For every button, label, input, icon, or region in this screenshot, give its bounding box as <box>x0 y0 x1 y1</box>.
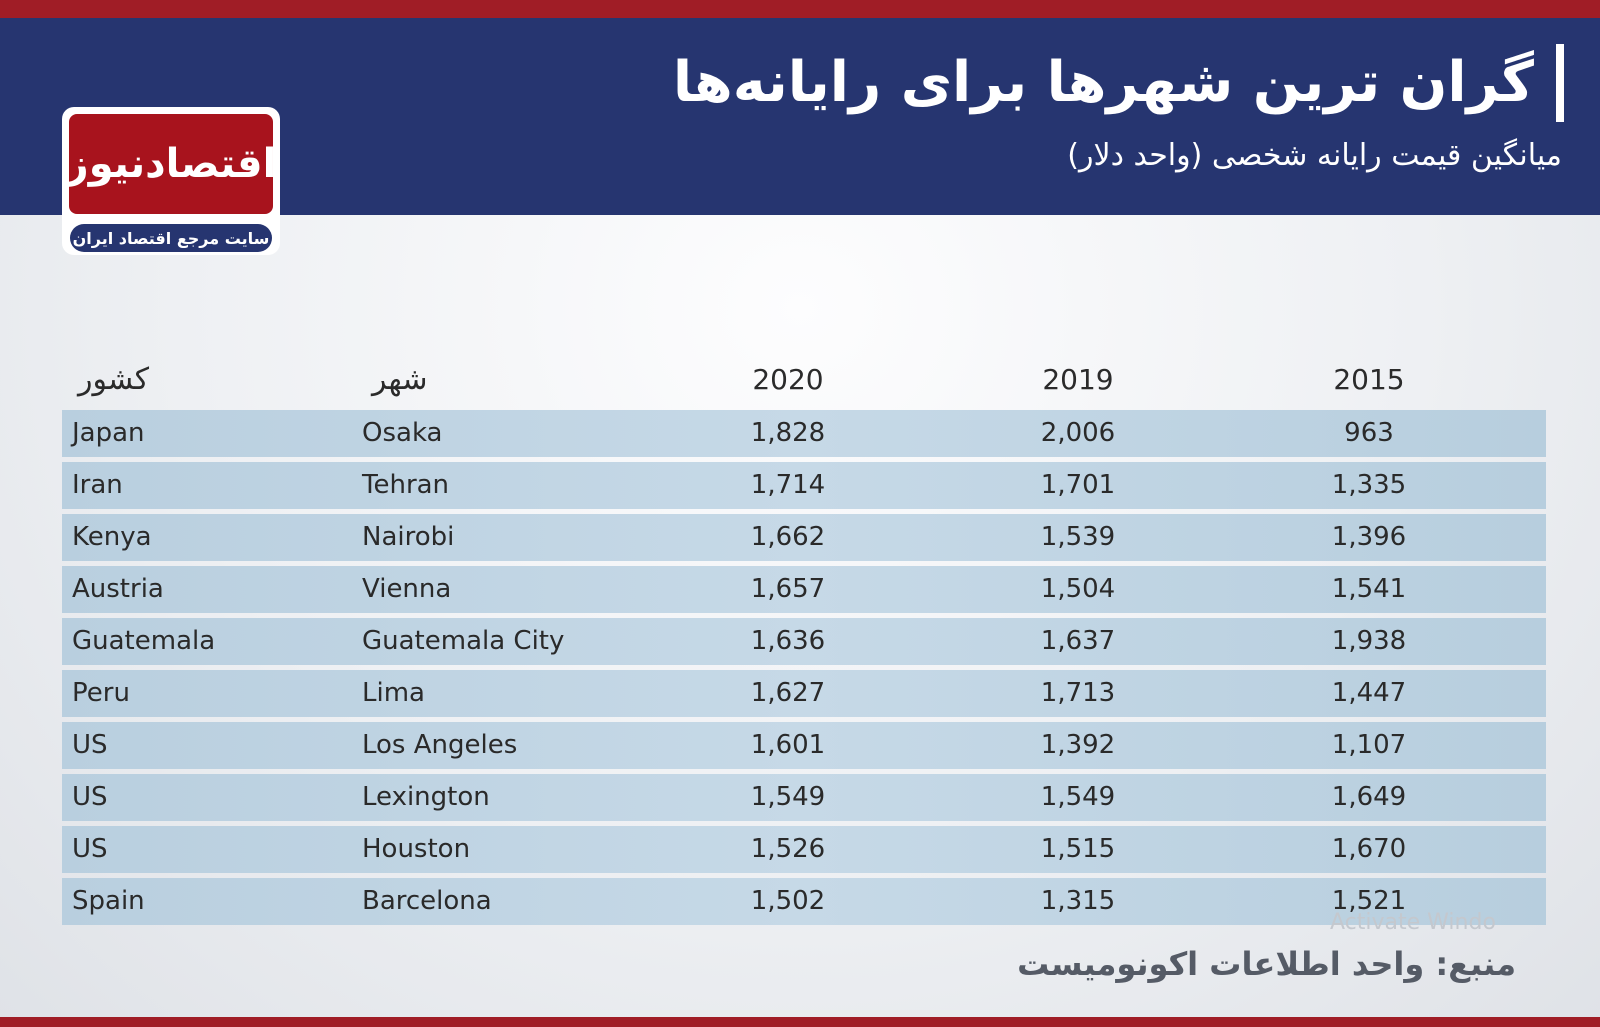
table-row: Japan Osaka 1,828 2,006 963 <box>62 410 1546 457</box>
country-cell: Spain <box>72 886 145 916</box>
column-header-2015: 2015 <box>1333 363 1405 396</box>
country-cell: US <box>72 834 108 864</box>
value-2015-cell: 1,670 <box>1331 834 1407 864</box>
country-cell: US <box>72 730 108 760</box>
table-row: Iran Tehran 1,714 1,701 1,335 <box>62 462 1546 509</box>
country-cell: Japan <box>72 418 145 448</box>
value-2015-cell: 1,335 <box>1331 470 1407 500</box>
table-header: کشور شهر 2020 2019 2015 <box>62 352 1546 408</box>
column-header-2020: 2020 <box>752 363 824 396</box>
table-row: Spain Barcelona 1,502 1,315 1,521 <box>62 878 1546 925</box>
table-row: Guatemala Guatemala City 1,636 1,637 1,938 <box>62 618 1546 665</box>
value-2019-cell: 1,713 <box>1040 678 1116 708</box>
value-2015-cell: 1,521 <box>1331 886 1407 916</box>
value-2019-cell: 1,549 <box>1040 782 1116 812</box>
value-2020-cell: 1,549 <box>750 782 826 812</box>
activation-watermark: Activate Windo <box>1330 910 1496 935</box>
table-row: US Los Angeles 1,601 1,392 1,107 <box>62 722 1546 769</box>
title-accent-bar <box>1556 44 1564 122</box>
value-2015-cell: 1,396 <box>1331 522 1407 552</box>
table-row: US Houston 1,526 1,515 1,670 <box>62 826 1546 873</box>
value-2020-cell: 1,627 <box>750 678 826 708</box>
country-cell: US <box>72 782 108 812</box>
city-cell: Vienna <box>362 574 452 604</box>
value-2019-cell: 1,315 <box>1040 886 1116 916</box>
page-subtitle: میانگین قیمت رایانه شخصی (واحد دلار) <box>1067 138 1562 173</box>
city-cell: Lexington <box>362 782 490 812</box>
table-row: Peru Lima 1,627 1,713 1,447 <box>62 670 1546 717</box>
value-2020-cell: 1,662 <box>750 522 826 552</box>
city-cell: Houston <box>362 834 471 864</box>
country-cell: Austria <box>72 574 164 604</box>
value-2015-cell: 1,107 <box>1331 730 1407 760</box>
value-2015-cell: 1,938 <box>1331 626 1407 656</box>
table-row: Austria Vienna 1,657 1,504 1,541 <box>62 566 1546 613</box>
value-2019-cell: 1,539 <box>1040 522 1116 552</box>
city-cell: Nairobi <box>362 522 455 552</box>
logo-text: اقتصادنیوز <box>65 141 277 187</box>
city-cell: Barcelona <box>362 886 492 916</box>
country-cell: Kenya <box>72 522 152 552</box>
city-cell: Lima <box>362 678 425 708</box>
value-2020-cell: 1,601 <box>750 730 826 760</box>
column-header-country: کشور <box>78 362 150 397</box>
value-2020-cell: 1,636 <box>750 626 826 656</box>
table-row: Kenya Nairobi 1,662 1,539 1,396 <box>62 514 1546 561</box>
value-2015-cell: 1,649 <box>1331 782 1407 812</box>
value-2019-cell: 1,701 <box>1040 470 1116 500</box>
table-row: US Lexington 1,549 1,549 1,649 <box>62 774 1546 821</box>
value-2019-cell: 1,392 <box>1040 730 1116 760</box>
logo: اقتصادنیوز <box>66 114 276 214</box>
city-cell: Los Angeles <box>362 730 518 760</box>
city-cell: Guatemala City <box>362 626 565 656</box>
value-2015-cell: 1,541 <box>1331 574 1407 604</box>
value-2020-cell: 1,714 <box>750 470 826 500</box>
value-2019-cell: 2,006 <box>1040 418 1116 448</box>
column-header-2019: 2019 <box>1042 363 1114 396</box>
page-title: گران ترین شهرها برای رایانه‌ها <box>672 50 1534 115</box>
value-2020-cell: 1,502 <box>750 886 826 916</box>
logo-tagline: سایت مرجع اقتصاد ایران <box>70 224 272 252</box>
city-cell: Osaka <box>362 418 443 448</box>
value-2015-cell: 1,447 <box>1331 678 1407 708</box>
column-header-city: شهر <box>372 362 428 397</box>
table-body: Japan Osaka 1,828 2,006 963 Iran Tehran 1,714 1,… <box>62 410 1546 930</box>
country-cell: Guatemala <box>72 626 216 656</box>
top-accent-strip <box>0 0 1600 18</box>
value-2020-cell: 1,828 <box>750 418 826 448</box>
value-2015-cell: 963 <box>1344 418 1394 448</box>
city-cell: Tehran <box>362 470 450 500</box>
source-note: منبع: واحد اطلاعات اکونومیست <box>1017 945 1516 983</box>
value-2019-cell: 1,637 <box>1040 626 1116 656</box>
value-2019-cell: 1,515 <box>1040 834 1116 864</box>
country-cell: Iran <box>72 470 123 500</box>
value-2020-cell: 1,526 <box>750 834 826 864</box>
bottom-accent-strip <box>0 1017 1600 1027</box>
value-2020-cell: 1,657 <box>750 574 826 604</box>
value-2019-cell: 1,504 <box>1040 574 1116 604</box>
country-cell: Peru <box>72 678 130 708</box>
